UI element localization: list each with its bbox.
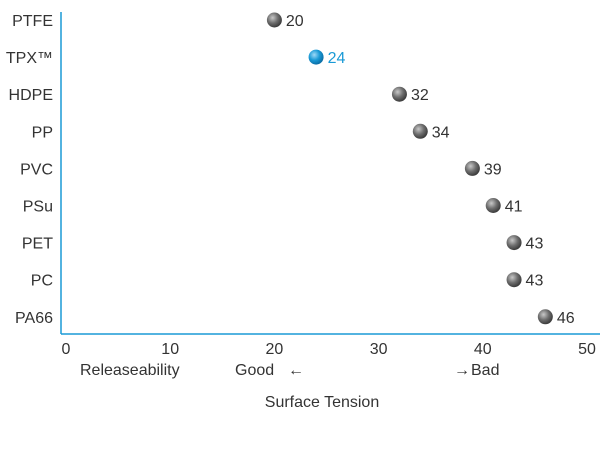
bad-label: Bad (471, 362, 499, 379)
category-labels: PTFE TPX™ HDPE PP PVC PSu PET PC PA66 (6, 13, 53, 327)
x-tick-labels: 0 10 20 30 40 50 (62, 341, 596, 358)
category-label: PET (22, 236, 53, 253)
category-label: PP (32, 124, 53, 141)
category-label: TPX™ (6, 50, 53, 67)
x-tick-label: 10 (161, 341, 179, 358)
data-value-label: 46 (557, 310, 575, 327)
data-value-label: 24 (328, 50, 346, 67)
data-point (391, 86, 407, 102)
data-value-label: 43 (526, 236, 544, 253)
x-tick-label: 50 (578, 341, 596, 358)
data-value-label: 43 (526, 273, 544, 290)
category-label: PVC (20, 161, 53, 178)
category-label: HDPE (9, 87, 53, 104)
good-label: Good (235, 362, 274, 379)
x-axis-title: Surface Tension (265, 394, 379, 411)
plot-marks: 20 24 32 34 39 41 43 43 46 (266, 12, 575, 327)
category-label: PSu (23, 199, 53, 216)
category-label: PC (31, 273, 53, 290)
x-tick-label: 30 (370, 341, 388, 358)
bad-arrow-icon: → (454, 362, 470, 379)
category-label: PTFE (12, 13, 53, 30)
x-tick-label: 20 (266, 341, 284, 358)
data-point (506, 235, 522, 251)
data-point (485, 198, 501, 213)
data-point (537, 309, 553, 325)
good-arrow-icon: ← (288, 362, 304, 379)
data-value-label: 34 (432, 124, 450, 141)
x-tick-label: 40 (474, 341, 492, 358)
data-point (506, 272, 522, 288)
data-point (464, 160, 480, 176)
releaseability-label: Releaseability (80, 362, 180, 379)
data-value-label: 20 (286, 13, 304, 30)
data-value-label: 32 (411, 87, 429, 104)
category-label: PA66 (15, 310, 53, 327)
data-point (266, 12, 282, 28)
x-tick-label: 0 (62, 341, 71, 358)
data-value-label: 39 (484, 161, 502, 178)
highlighted-data-point (308, 49, 324, 65)
data-value-label: 41 (505, 199, 523, 216)
data-point (412, 123, 428, 139)
